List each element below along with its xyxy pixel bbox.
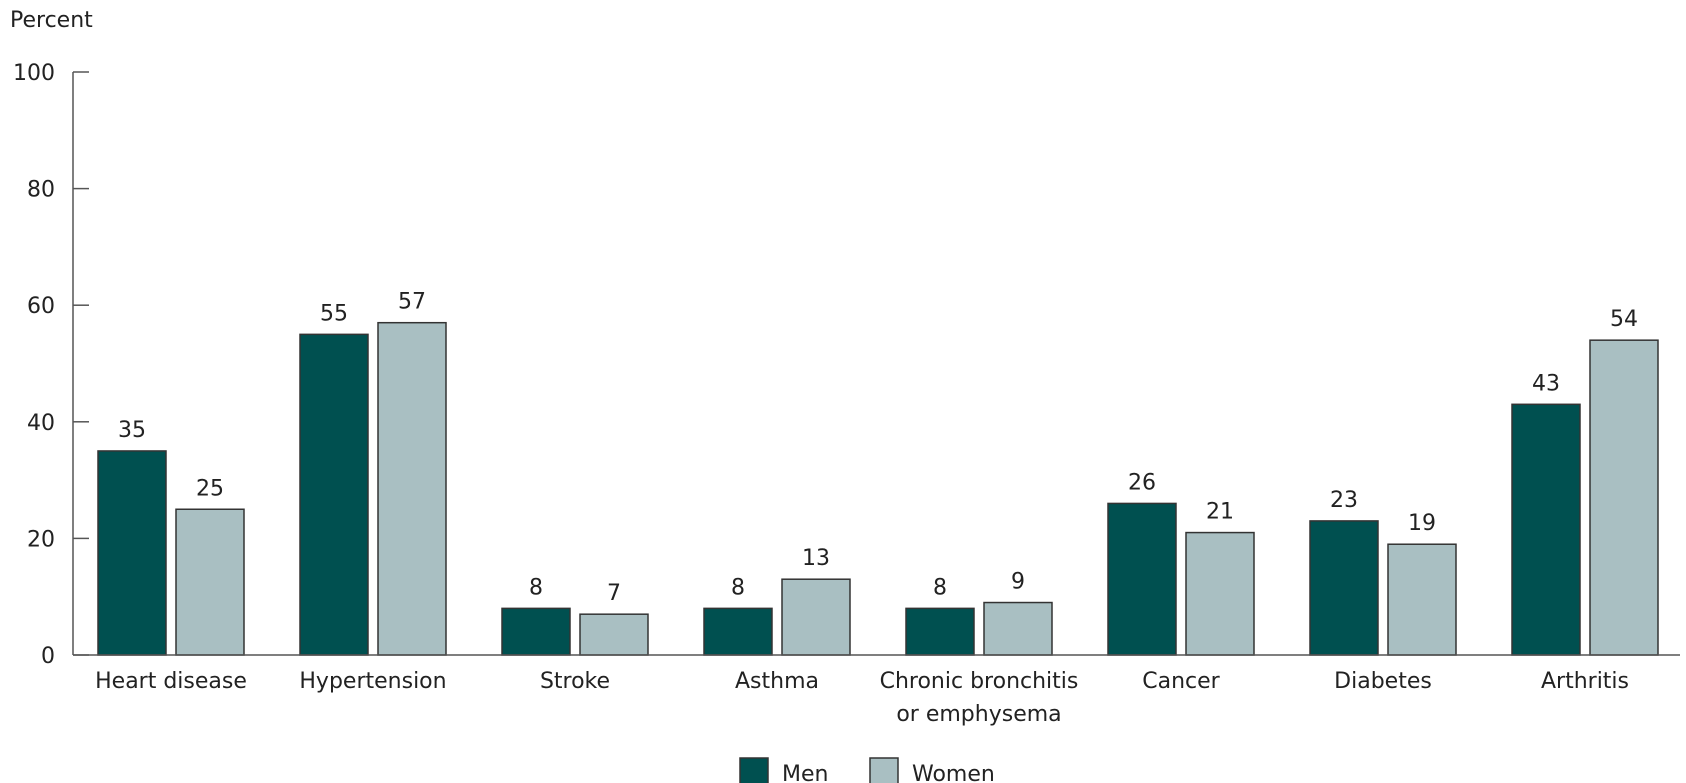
bar-men-7 — [1511, 403, 1581, 656]
value-label-men-3: 8 — [731, 575, 745, 600]
category-label-7: Arthritis — [1541, 669, 1629, 694]
category-label-3: Asthma — [735, 669, 819, 694]
value-label-women-7: 54 — [1610, 307, 1638, 332]
value-label-women-5: 21 — [1206, 500, 1234, 525]
legend-label-men: Men — [782, 762, 828, 783]
bar-men-2 — [501, 607, 571, 656]
bar-men-5 — [1107, 502, 1177, 656]
category-label-1: Hypertension — [299, 669, 446, 694]
bar-men-3 — [703, 607, 773, 656]
value-label-women-6: 19 — [1408, 511, 1436, 536]
bar-men-1 — [299, 333, 369, 656]
bar-men-0 — [97, 450, 167, 656]
category-label-4: Chronic bronchitis — [880, 669, 1079, 694]
value-label-men-2: 8 — [529, 575, 543, 600]
bar-men-4 — [905, 607, 975, 656]
y-tick-label: 20 — [27, 527, 55, 552]
y-axis-title: Percent — [10, 8, 93, 33]
y-axis: 0 20 40 60 80 100 — [13, 61, 89, 669]
bar-women-2 — [579, 613, 649, 656]
category-label-5: Cancer — [1142, 669, 1220, 694]
bar-women-0 — [175, 508, 245, 656]
bars — [97, 321, 1659, 656]
y-tick-label: 0 — [41, 644, 55, 669]
legend-swatch-men — [739, 757, 769, 783]
value-label-men-7: 43 — [1532, 371, 1560, 396]
bar-women-1 — [377, 321, 447, 656]
y-tick-label: 60 — [27, 294, 55, 319]
value-label-men-6: 23 — [1330, 488, 1358, 513]
legend: Men Women — [739, 757, 995, 783]
value-label-women-1: 57 — [398, 290, 426, 315]
value-label-men-5: 26 — [1128, 470, 1156, 495]
bar-women-4 — [983, 601, 1053, 656]
value-label-women-0: 25 — [196, 476, 224, 501]
bar-women-6 — [1387, 543, 1457, 656]
bar-women-5 — [1185, 531, 1255, 656]
value-label-women-4: 9 — [1011, 570, 1025, 595]
value-label-women-2: 7 — [607, 581, 621, 606]
y-tick-label: 80 — [27, 178, 55, 203]
y-tick-label: 100 — [13, 61, 55, 86]
category-label-4: or emphysema — [896, 702, 1061, 727]
bar-women-3 — [781, 578, 851, 656]
value-label-men-0: 35 — [118, 418, 146, 443]
category-label-2: Stroke — [540, 669, 610, 694]
value-labels: 35 25 55 57 8 7 8 13 8 9 26 21 23 19 43 54 — [118, 290, 1638, 607]
value-label-men-4: 8 — [933, 575, 947, 600]
legend-swatch-women — [869, 757, 899, 783]
y-tick-label: 40 — [27, 411, 55, 436]
bar-men-6 — [1309, 520, 1379, 656]
bar-women-7 — [1589, 339, 1659, 656]
legend-label-women: Women — [912, 762, 995, 783]
category-label-0: Heart disease — [95, 669, 247, 694]
value-label-women-3: 13 — [802, 546, 830, 571]
value-label-men-1: 55 — [320, 301, 348, 326]
x-axis: Heart disease Hypertension Stroke Asthma Chr… — [73, 654, 1680, 727]
category-label-6: Diabetes — [1334, 669, 1432, 694]
